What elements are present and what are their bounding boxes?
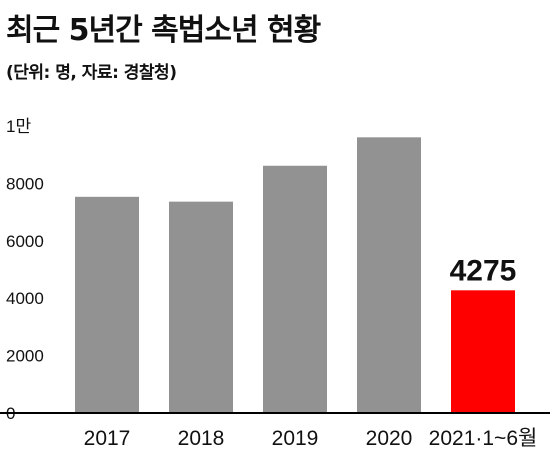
bar — [75, 196, 139, 413]
bars — [75, 137, 515, 413]
y-tick-label: 6000 — [6, 232, 44, 251]
chart-title: 최근 5년간 촉법소년 현황 — [6, 13, 321, 48]
x-tick-label: 2019 — [272, 427, 319, 450]
x-tick-label: 2020 — [366, 427, 413, 450]
x-tick-label: 2021·1~6월 — [429, 427, 538, 450]
bar — [169, 201, 233, 413]
bar — [451, 290, 515, 413]
y-tick-label: 2000 — [6, 347, 44, 366]
bar — [263, 165, 327, 413]
x-axis-labels: 2017 2018 2019 2020 2021·1~6월 — [84, 427, 538, 450]
y-axis-ticks: 020004000600080001만 — [6, 117, 44, 423]
data-labels: 4275 — [450, 254, 517, 287]
chart-subtitle: (단위: 명, 자료: 경찰청) — [6, 63, 177, 83]
bar — [357, 137, 421, 413]
y-tick-label: 8000 — [6, 174, 44, 193]
x-tick-label: 2017 — [84, 427, 131, 450]
y-tick-label: 4000 — [6, 289, 44, 308]
x-tick-label: 2018 — [178, 427, 225, 450]
y-tick-label: 1만 — [6, 117, 31, 136]
data-label: 4275 — [450, 254, 517, 287]
